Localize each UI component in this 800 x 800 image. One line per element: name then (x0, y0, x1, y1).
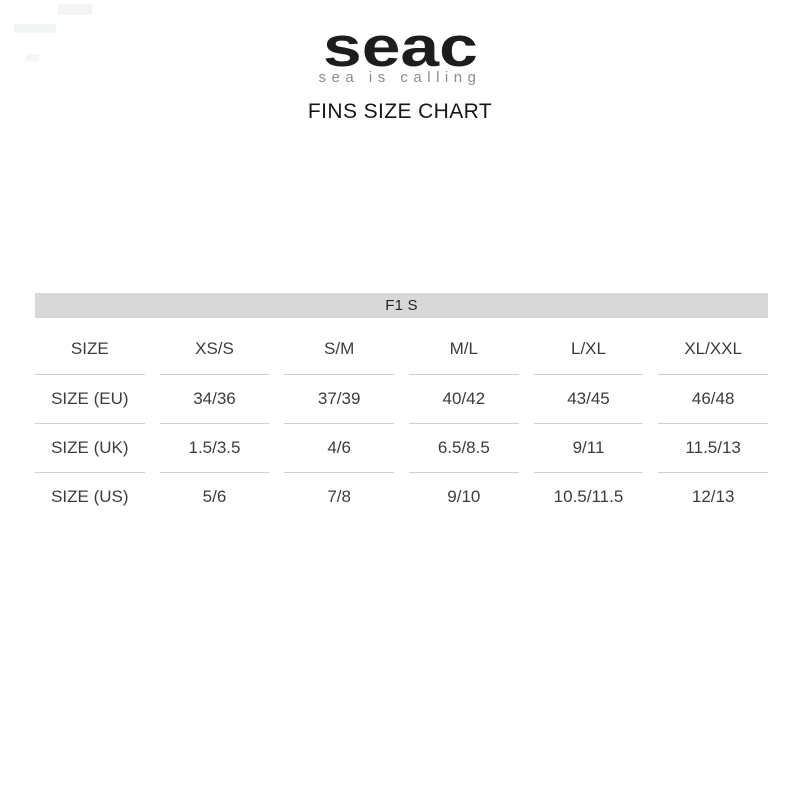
column-header-size: SIZE (35, 318, 145, 375)
logo-row: seac (0, 19, 800, 90)
model-name: F1 S (385, 297, 418, 314)
size-chart: F1 S SIZE XS/S S/M M/L L/XL XL/XXL SIZE … (35, 293, 768, 521)
size-value: 4/6 (284, 424, 394, 473)
page-title: FINS SIZE CHART (307, 100, 493, 123)
column-header-xs-s: XS/S (159, 318, 270, 375)
size-value: 10.5/11.5 (553, 487, 624, 506)
column-header-xl-xxl: XL/XXL (658, 318, 768, 375)
size-value: 5/6 (202, 487, 227, 506)
row-label-eu: SIZE (EU) (35, 375, 145, 424)
row-label-uk: SIZE (UK) (35, 424, 145, 473)
seac-logo: seac (322, 15, 478, 79)
tagline-row: sea is calling (0, 70, 800, 85)
size-value: 11.5/13 (658, 424, 768, 473)
size-value: 7/8 (327, 487, 351, 506)
size-value: 37/39 (284, 375, 394, 424)
size-table: SIZE XS/S S/M M/L L/XL XL/XXL SIZE (EU) … (35, 318, 768, 521)
watermark-artifact (26, 54, 39, 61)
row-label-us: SIZE (US) (51, 487, 129, 506)
size-value: 34/36 (159, 375, 270, 424)
size-value: 9/11 (533, 424, 644, 473)
watermark-artifact (14, 24, 56, 33)
size-value: 9/10 (447, 487, 481, 506)
size-value: 6.5/8.5 (408, 424, 519, 473)
size-value: 12/13 (691, 487, 735, 506)
model-header-bar: F1 S (35, 293, 768, 318)
column-header-s-m: S/M (284, 318, 394, 375)
brand-tagline: sea is calling (318, 69, 482, 86)
watermark-artifact (58, 4, 92, 15)
size-value: 40/42 (408, 375, 519, 424)
size-value: 46/48 (658, 375, 768, 424)
column-header-m-l: M/L (408, 318, 519, 375)
size-value: 43/45 (533, 375, 644, 424)
column-header-l-xl: L/XL (533, 318, 644, 375)
size-value: 1.5/3.5 (159, 424, 270, 473)
